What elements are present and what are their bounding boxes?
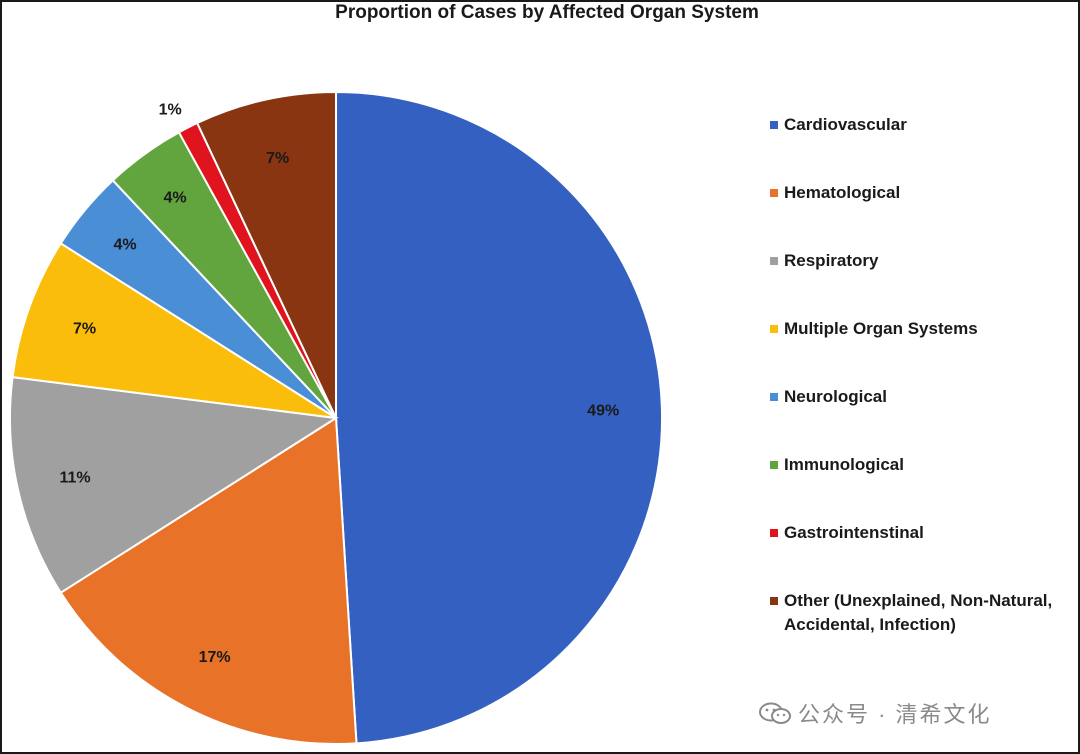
pie-label-respiratory: 11% xyxy=(60,469,91,486)
wechat-icon xyxy=(759,702,791,724)
pie-slice-cardiovascular xyxy=(335,90,664,745)
watermark-text: 公众号 · 清希文化 xyxy=(798,702,992,727)
watermark: 公众号 · 清希文化 xyxy=(758,697,992,729)
pie-label-other-unexplained-non-natural-accidental-infection: 7% xyxy=(266,150,289,167)
legend-swatch xyxy=(770,121,778,129)
legend-item-respiratory: Respiratory xyxy=(770,249,1080,317)
legend-item-neurological: Neurological xyxy=(770,385,1080,453)
legend-swatch xyxy=(770,325,778,333)
legend-swatch xyxy=(770,597,778,605)
chart-legend: Cardiovascular Hematological Respiratory Mu… xyxy=(770,113,1080,657)
pie-label-gastrointenstinal: 1% xyxy=(159,101,182,118)
legend-item-multiple-organ-systems: Multiple Organ Systems xyxy=(770,317,1080,385)
legend-label: Cardiovascular xyxy=(784,115,907,134)
pie-label-hematological: 17% xyxy=(199,649,231,666)
legend-item-gastrointenstinal: Gastrointenstinal xyxy=(770,521,1080,589)
chart-title: Proportion of Cases by Affected Organ Sy… xyxy=(335,2,759,23)
legend-swatch xyxy=(770,257,778,265)
pie-label-cardiovascular: 49% xyxy=(587,403,619,420)
legend-label: Immunological xyxy=(784,455,904,474)
legend-item-immunological: Immunological xyxy=(770,453,1080,521)
legend-label: Neurological xyxy=(784,387,887,406)
pie-slice-respiratory xyxy=(9,376,339,595)
legend-item-other-unexplained-non-natural-accidental-infection: Other (Unexplained, Non-Natural, Acciden… xyxy=(770,589,1080,657)
legend-label: Gastrointenstinal xyxy=(784,523,924,542)
pie-label-immunological: 4% xyxy=(163,190,186,207)
legend-item-hematological: Hematological xyxy=(770,181,1080,249)
legend-label: Multiple Organ Systems xyxy=(784,319,978,338)
legend-swatch xyxy=(770,529,778,537)
pie-slice-multiple-organ-systems xyxy=(11,241,337,419)
pie-slices xyxy=(9,90,664,745)
pie-label-neurological: 4% xyxy=(113,236,136,253)
legend-swatch xyxy=(770,393,778,401)
pie-slice-other-unexplained-non-natural-accidental-infection xyxy=(195,90,337,419)
legend-item-cardiovascular: Cardiovascular xyxy=(770,113,1080,181)
legend-swatch xyxy=(770,461,778,469)
legend-label: Respiratory xyxy=(784,251,879,270)
legend-label: Hematological xyxy=(784,183,901,202)
pie-slice-hematological xyxy=(59,416,358,745)
legend-label: Other (Unexplained, Non-Natural, Acciden… xyxy=(784,591,1053,634)
pie-label-multiple-organ-systems: 7% xyxy=(73,320,96,337)
legend-swatch xyxy=(770,189,778,197)
pie-value-labels: 49% 17% 11% 7% 4% 4% 1% 7% xyxy=(60,101,620,666)
